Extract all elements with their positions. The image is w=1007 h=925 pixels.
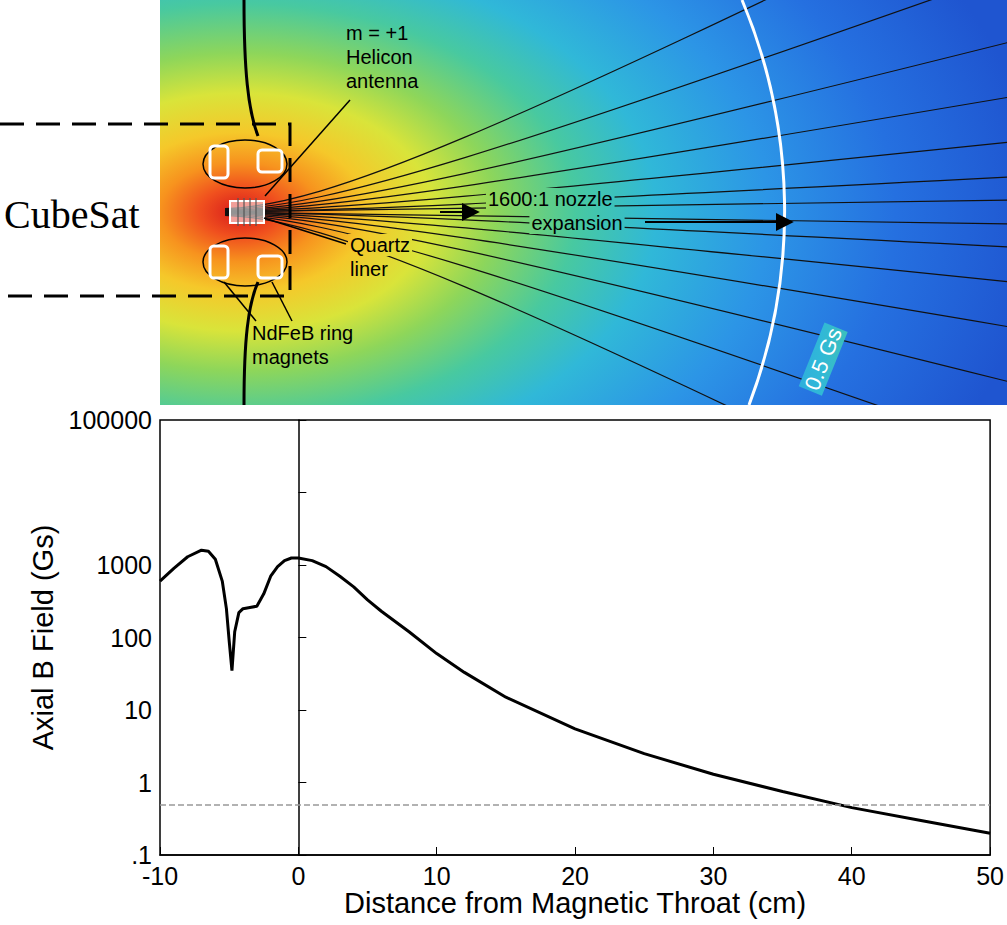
svg-text:30: 30 bbox=[699, 862, 727, 890]
svg-text:Helicon: Helicon bbox=[346, 46, 413, 68]
svg-text:m = +1: m = +1 bbox=[346, 22, 408, 44]
svg-text:50: 50 bbox=[976, 862, 1004, 890]
svg-text:10: 10 bbox=[124, 696, 152, 724]
svg-text:expansion: expansion bbox=[531, 212, 622, 234]
svg-text:magnets: magnets bbox=[252, 346, 329, 368]
svg-text:liner: liner bbox=[350, 258, 388, 280]
svg-text:NdFeB ring: NdFeB ring bbox=[252, 322, 353, 344]
svg-text:antenna: antenna bbox=[346, 70, 419, 92]
svg-text:100000: 100000 bbox=[69, 406, 152, 434]
svg-text:40: 40 bbox=[838, 862, 866, 890]
svg-text:1: 1 bbox=[138, 769, 152, 797]
svg-text:-10: -10 bbox=[142, 862, 178, 890]
svg-text:20: 20 bbox=[561, 862, 589, 890]
svg-text:CubeSat: CubeSat bbox=[4, 192, 140, 237]
svg-text:1000: 1000 bbox=[96, 551, 152, 579]
svg-text:100: 100 bbox=[110, 624, 152, 652]
svg-text:1600:1 nozzle: 1600:1 nozzle bbox=[488, 188, 613, 210]
svg-text:0: 0 bbox=[291, 862, 305, 890]
svg-text:Distance from Magnetic Throat: Distance from Magnetic Throat (cm) bbox=[344, 887, 806, 919]
svg-text:10: 10 bbox=[423, 862, 451, 890]
svg-text:Axial B Field (Gs): Axial B Field (Gs) bbox=[27, 525, 59, 751]
svg-text:.1: .1 bbox=[131, 841, 152, 869]
svg-text:Quartz: Quartz bbox=[350, 234, 410, 256]
svg-text:0.5 Gs: 0.5 Gs bbox=[799, 324, 846, 393]
